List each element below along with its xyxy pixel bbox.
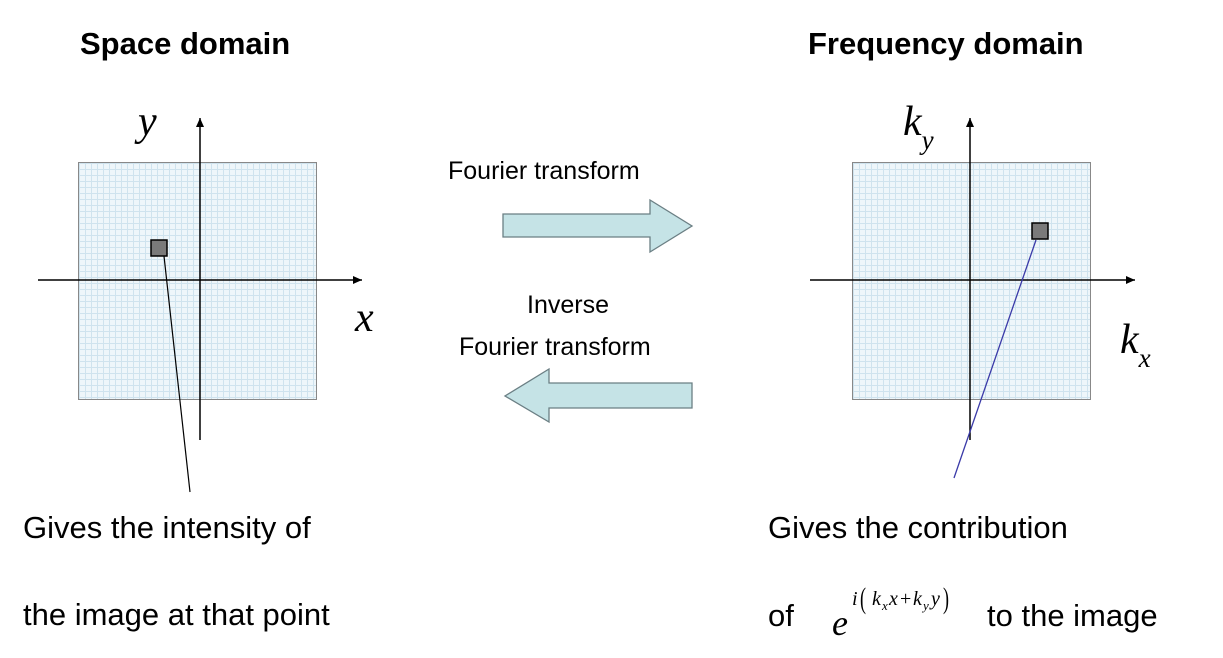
formula-k2: k [913,588,922,610]
formula-i: i [852,588,858,610]
inverse-label: Inverse [527,291,609,319]
frequency-pointer-line [953,239,1037,479]
formula-lparen: ( [860,582,866,615]
frequency-caption-line1: Gives the contribution [768,510,1068,545]
space-y-axis-label: y [138,99,157,145]
frequency-domain-title: Frequency domain [808,26,1084,61]
space-domain-title: Space domain [80,26,291,61]
space-caption-line2: the image at that point [23,597,330,632]
formula-y-sub: y [923,598,929,613]
formula-y: y [931,588,940,610]
formula-plus: + [900,588,912,610]
space-x-axis-label: x [355,295,374,341]
kx-sub: x [1138,343,1151,373]
frequency-caption-tail: to the image [987,598,1158,633]
frequency-y-axis-label: ky [903,98,934,155]
inverse-fourier-transform-arrow [503,367,693,424]
fourier-transform-arrow [502,198,694,254]
space-point-marker [150,239,168,257]
formula-x: x [889,588,898,610]
frequency-domain-grid [852,162,1091,400]
space-domain-grid [78,162,317,400]
kx-k: k [1120,317,1139,363]
formula-x-sub: x [882,598,888,613]
frequency-caption-of: of [768,598,794,633]
ky-sub: y [921,125,934,155]
fourier-transform-label: Fourier transform [448,157,640,185]
formula-k1: k [872,588,881,610]
formula-rparen: ) [943,582,949,615]
inverse-fourier-transform-label: Fourier transform [459,333,651,361]
ky-k: k [903,99,922,145]
space-pointer-line [163,255,191,493]
formula-e: e [832,603,848,643]
frequency-x-axis-label: kx [1120,316,1151,373]
exponential-formula: e i ( k x x + k y y ) [832,582,982,648]
space-caption-line1: Gives the intensity of [23,510,311,545]
frequency-point-marker [1031,222,1049,240]
